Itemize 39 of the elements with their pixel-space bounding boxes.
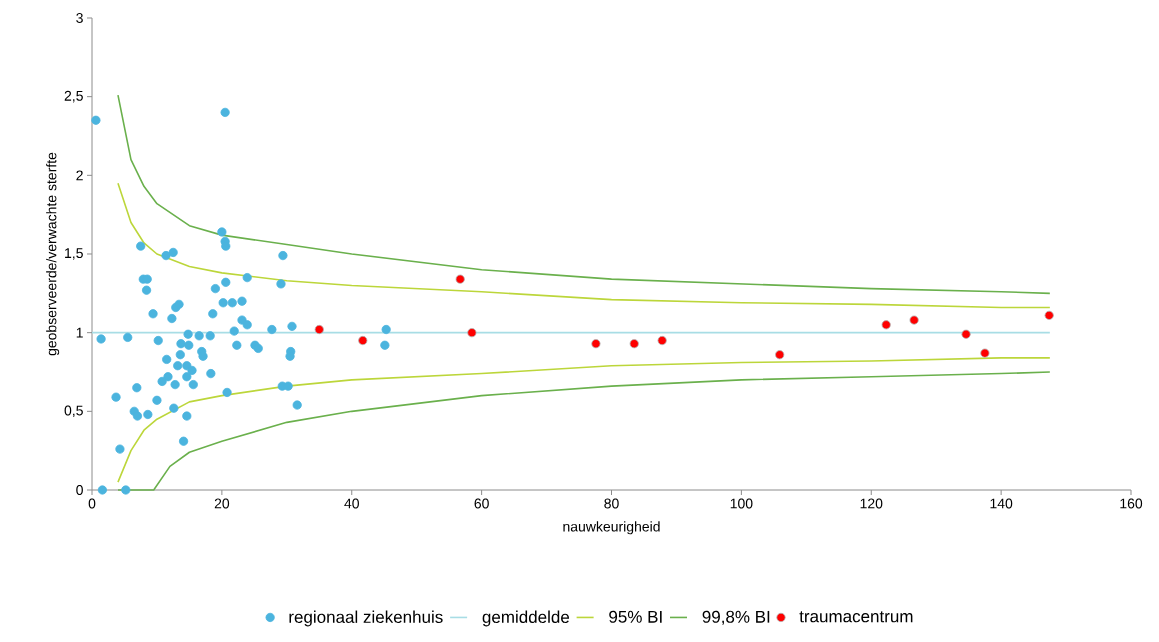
legend-label: traumacentrum — [799, 611, 913, 623]
y-tick-label: 3 — [76, 13, 83, 23]
line-series — [117, 182, 1051, 309]
x-axis-title: nauwkeurigheid — [563, 521, 660, 535]
legend-label: gemiddelde — [482, 610, 570, 627]
point — [455, 274, 465, 284]
x-tick-label: 40 — [344, 498, 359, 509]
y-tick-label: 2,5 — [64, 90, 83, 103]
point — [314, 324, 324, 335]
point — [629, 339, 639, 349]
point — [591, 339, 601, 349]
y-tick-label: 0 — [76, 485, 83, 495]
point — [909, 315, 919, 325]
y-tick-label: 0,5 — [64, 405, 83, 418]
x-tick-label: 160 — [1120, 498, 1143, 509]
point — [657, 335, 667, 346]
y-tick-label: 1,5 — [65, 248, 83, 260]
y-tick-label: 2 — [76, 170, 83, 181]
point — [881, 320, 891, 330]
point — [980, 348, 990, 358]
y-tick-label: 1 — [76, 327, 83, 338]
point — [1044, 310, 1054, 320]
point — [467, 328, 477, 338]
x-tick-label: 20 — [214, 498, 230, 509]
x-tick-label: 100 — [730, 498, 753, 509]
x-tick-label: 80 — [604, 498, 619, 509]
legend-label: 99,8% BI — [702, 610, 770, 625]
point — [961, 329, 971, 339]
legend-label: regionaal ziekenhuis — [289, 610, 443, 627]
point — [775, 350, 785, 360]
point — [358, 335, 368, 346]
x-tick-label: 0 — [88, 498, 96, 509]
legend-label: 95% BI — [609, 610, 662, 623]
y-axis-title: geobserveerde/verwachte sterfte — [46, 152, 60, 356]
line-series — [117, 371, 1051, 491]
x-tick-label: 120 — [860, 498, 883, 509]
line-series — [117, 357, 1051, 483]
x-tick-label: 60 — [474, 498, 489, 509]
x-tick-label: 140 — [990, 498, 1013, 509]
